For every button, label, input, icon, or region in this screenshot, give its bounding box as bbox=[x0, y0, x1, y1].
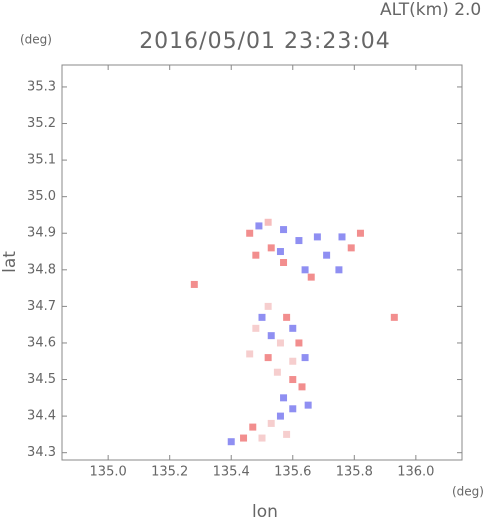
echo-point bbox=[295, 339, 303, 347]
x-tick-label: 135.8 bbox=[336, 465, 373, 480]
echo-point bbox=[283, 430, 291, 438]
echo-point bbox=[267, 419, 275, 427]
echo-point bbox=[390, 313, 398, 321]
echo-point bbox=[258, 313, 266, 321]
y-tick-label: 35.1 bbox=[27, 153, 56, 168]
echo-point bbox=[273, 368, 281, 376]
x-tick-label: 135.2 bbox=[151, 465, 188, 480]
echo-point bbox=[289, 376, 297, 384]
echo-point bbox=[276, 339, 284, 347]
echo-point bbox=[289, 324, 297, 332]
echo-point bbox=[258, 434, 266, 442]
echo-point bbox=[295, 237, 303, 245]
echo-point bbox=[280, 259, 288, 266]
chart-title: 2016/05/01 23:23:04 bbox=[139, 29, 391, 54]
echo-point bbox=[323, 251, 331, 259]
y-tick-label: 34.9 bbox=[27, 226, 56, 241]
echo-point bbox=[255, 222, 263, 230]
altitude-label: ALT(km) 2.0 bbox=[380, 0, 481, 20]
echo-point bbox=[240, 434, 248, 442]
echo-point bbox=[276, 248, 284, 256]
y-axis-label: lat bbox=[0, 251, 20, 273]
echo-point bbox=[190, 280, 198, 288]
echo-point bbox=[264, 302, 272, 310]
echo-point bbox=[252, 251, 260, 259]
echo-point bbox=[264, 218, 272, 226]
echo-point bbox=[289, 405, 297, 413]
echo-point bbox=[249, 423, 257, 431]
x-axis-label: lon bbox=[252, 502, 278, 521]
echo-point bbox=[301, 354, 309, 362]
y-tick-label: 34.6 bbox=[27, 335, 56, 350]
plot-frame bbox=[61, 64, 463, 461]
y-tick-label: 34.8 bbox=[27, 262, 56, 277]
echo-point bbox=[264, 354, 272, 362]
echo-point bbox=[301, 266, 309, 274]
y-unit: (deg) bbox=[20, 33, 52, 47]
echo-point bbox=[280, 226, 288, 234]
x-tick-label: 135.4 bbox=[213, 465, 250, 480]
y-tick-label: 34.5 bbox=[27, 372, 56, 387]
echo-point bbox=[276, 412, 284, 420]
echo-point bbox=[289, 357, 297, 365]
y-tick-label: 34.7 bbox=[27, 299, 56, 314]
echo-point bbox=[246, 350, 254, 358]
echo-point bbox=[356, 229, 364, 237]
echo-point bbox=[267, 332, 275, 340]
y-tick-label: 34.3 bbox=[27, 445, 56, 460]
x-unit: (deg) bbox=[452, 485, 484, 499]
echo-point bbox=[313, 233, 321, 241]
echo-point bbox=[252, 324, 260, 332]
echo-point bbox=[227, 438, 235, 446]
echo-point bbox=[267, 244, 275, 252]
echo-point bbox=[280, 394, 288, 402]
x-tick-label: 136.0 bbox=[397, 465, 434, 480]
x-tick-label: 135.0 bbox=[90, 465, 127, 480]
x-tick-label: 135.6 bbox=[274, 465, 311, 480]
echo-point bbox=[298, 383, 306, 391]
y-tick-label: 35.2 bbox=[27, 116, 56, 131]
echo-point bbox=[304, 401, 312, 409]
echo-point bbox=[347, 244, 355, 252]
y-tick-label: 35.0 bbox=[27, 189, 56, 204]
echo-point bbox=[246, 229, 254, 237]
echo-point bbox=[307, 273, 315, 281]
echo-point bbox=[283, 313, 291, 321]
y-tick-label: 34.4 bbox=[27, 409, 56, 424]
y-tick-label: 35.3 bbox=[27, 79, 56, 94]
echo-point bbox=[338, 233, 346, 241]
echo-point bbox=[335, 266, 343, 274]
